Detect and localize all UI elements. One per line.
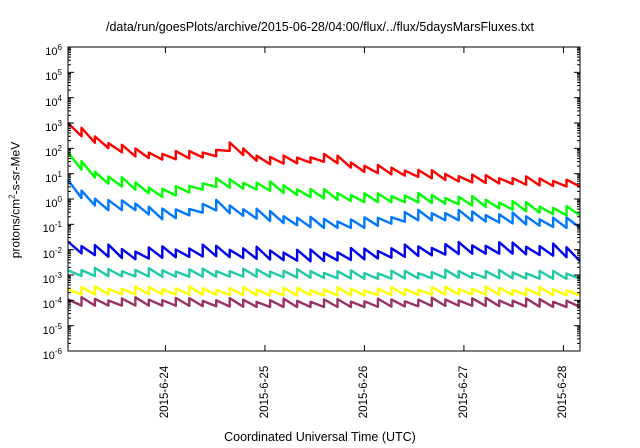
y-tick-label: 10-4 <box>42 296 62 312</box>
y-tick-label: 10-6 <box>42 347 62 362</box>
series-line <box>67 296 581 309</box>
y-tick-label: 100 <box>45 195 62 210</box>
series-line <box>67 179 581 230</box>
plot-frame <box>67 46 581 352</box>
x-tick-label: 2015-6-25 <box>258 365 271 419</box>
y-tick-label: 106 <box>45 43 62 58</box>
series-line <box>67 285 581 297</box>
series-layer <box>67 122 581 309</box>
series-line <box>67 266 581 281</box>
x-tick-label: 2015-6-26 <box>358 365 371 419</box>
y-tick-label: 103 <box>45 119 62 134</box>
y-tick-label: 105 <box>45 68 62 84</box>
x-tick-label: 2015-6-28 <box>557 365 570 419</box>
y-tick-label: 10-2 <box>42 245 62 261</box>
series-line <box>67 151 581 217</box>
y-tick-label: 101 <box>45 169 62 185</box>
series-line <box>67 240 581 263</box>
x-axis-label: Coordinated Universal Time (UTC) <box>224 430 416 444</box>
series-line <box>67 122 581 188</box>
x-tick-label: 2015-6-27 <box>457 365 470 419</box>
chart-title: /data/run/goesPlots/archive/2015-06-28/0… <box>105 20 534 34</box>
y-tick-label: 102 <box>45 144 62 160</box>
y-tick-label: 10-5 <box>42 321 62 337</box>
y-tick-label: 10-1 <box>42 220 62 236</box>
y-tick-label: 10-3 <box>42 271 62 286</box>
y-tick-label: 104 <box>45 93 62 109</box>
y-axis-label: protons/cm2-s-sr-MeV <box>7 141 23 259</box>
x-tick-label: 2015-6-24 <box>159 365 172 419</box>
